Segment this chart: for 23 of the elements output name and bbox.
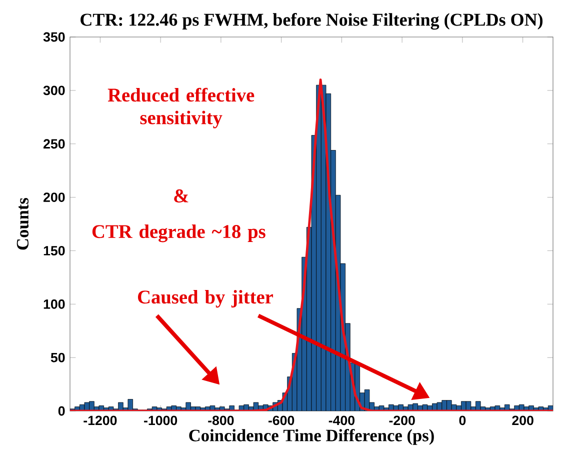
x-tick-label: 0	[459, 416, 466, 426]
x-tick-label: -200	[389, 416, 415, 426]
x-tick-label: -800	[208, 416, 234, 426]
annotation: Reduced effective sensitivity	[108, 88, 254, 128]
y-tick-label: 200	[44, 192, 65, 202]
y-tick-label: 250	[44, 139, 65, 149]
x-tick-label: 200	[512, 416, 534, 426]
x-tick-label: -1000	[144, 416, 178, 426]
y-axis-title: Counts	[16, 198, 29, 250]
annotation: CTR degrade ~18 ps	[92, 224, 266, 242]
y-tick-label: 350	[43, 32, 65, 42]
x-tick-label: -600	[268, 416, 294, 426]
annotation: Caused by jitter	[138, 290, 274, 308]
y-tick-label: 50	[50, 352, 65, 362]
y-tick-label: 300	[43, 86, 65, 96]
annotation: &	[174, 189, 188, 202]
chart-title: CTR: 122.46 ps FWHM, before Noise Filtering (CPLDs ON)	[80, 12, 543, 30]
x-tick-label: -400	[328, 416, 354, 426]
x-axis-title: Coincidence Time Difference (ps)	[189, 428, 434, 445]
x-tick-label: -1200	[84, 416, 117, 426]
y-tick-label: 150	[44, 246, 65, 256]
y-tick-label: 0	[58, 406, 65, 416]
y-tick-label: 100	[44, 299, 65, 309]
